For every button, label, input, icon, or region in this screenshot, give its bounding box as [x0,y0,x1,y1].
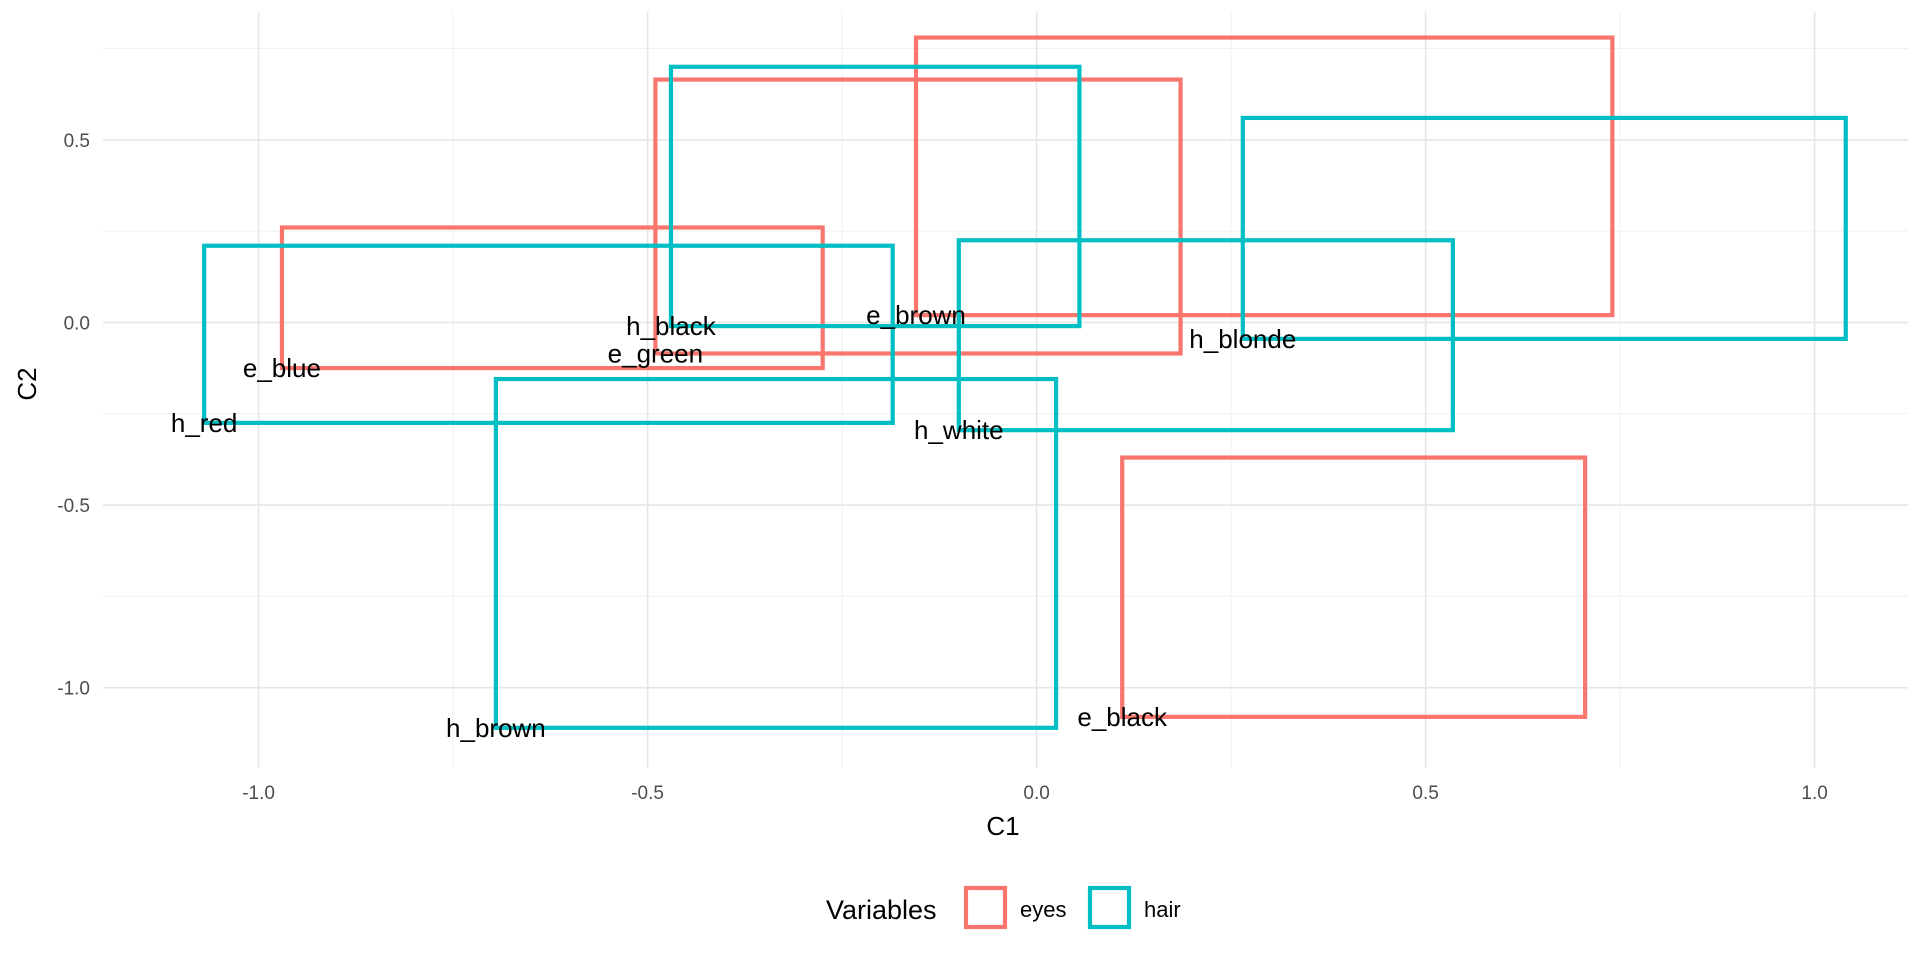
label-e_green: e_green [608,338,703,368]
rect-h_white [956,238,1455,433]
x-tick-label: 0.5 [1412,783,1438,804]
y-tick-label: 0.0 [64,313,90,334]
label-h_black: h_black [626,311,717,341]
y-axis-title: C2 [12,367,42,400]
grid-minor-layer [103,12,1908,768]
grid-major-layer [103,12,1908,768]
legend-key-eyes [963,885,1008,930]
legend: Variables eyes hair [826,885,1181,930]
legend-entries: eyes hair [963,885,1181,930]
x-tick-label: -1.0 [242,783,275,804]
rect-h_blonde [1240,115,1848,341]
rect-e_green [653,77,1183,356]
legend-label-eyes: eyes [1020,897,1066,922]
y-tick-label: 0.5 [64,131,90,152]
rect-e_black [1120,455,1588,719]
x-tick-label: -0.5 [631,783,664,804]
x-tick-label: 0.0 [1023,783,1049,804]
legend-title: Variables [826,895,937,925]
x-tick-labels: -1.0 -0.5 0.0 0.5 1.0 [242,783,1828,804]
rect-e_blue [279,225,825,371]
label-h_white: h_white [914,415,1004,445]
rect-h_black [668,64,1082,329]
label-e_blue: e_blue [243,353,321,383]
x-axis-title: C1 [986,811,1019,841]
rect-h_brown [493,376,1059,730]
x-tick-label: 1.0 [1801,783,1827,804]
label-e_brown: e_brown [866,300,966,330]
rectangles-layer [202,35,1848,730]
label-h_brown: h_brown [446,713,546,743]
y-tick-labels: -1.0 -0.5 0.0 0.5 [57,131,90,700]
label-e_black: e_black [1077,702,1168,732]
legend-label-hair: hair [1144,897,1181,922]
rect-h_red [202,243,895,425]
y-tick-label: -1.0 [57,679,90,700]
legend-key-hair [1087,885,1132,930]
y-tick-label: -0.5 [57,496,90,517]
label-h_red: h_red [171,408,238,438]
label-h_blonde: h_blonde [1189,324,1296,354]
rect-e_brown [913,35,1615,318]
